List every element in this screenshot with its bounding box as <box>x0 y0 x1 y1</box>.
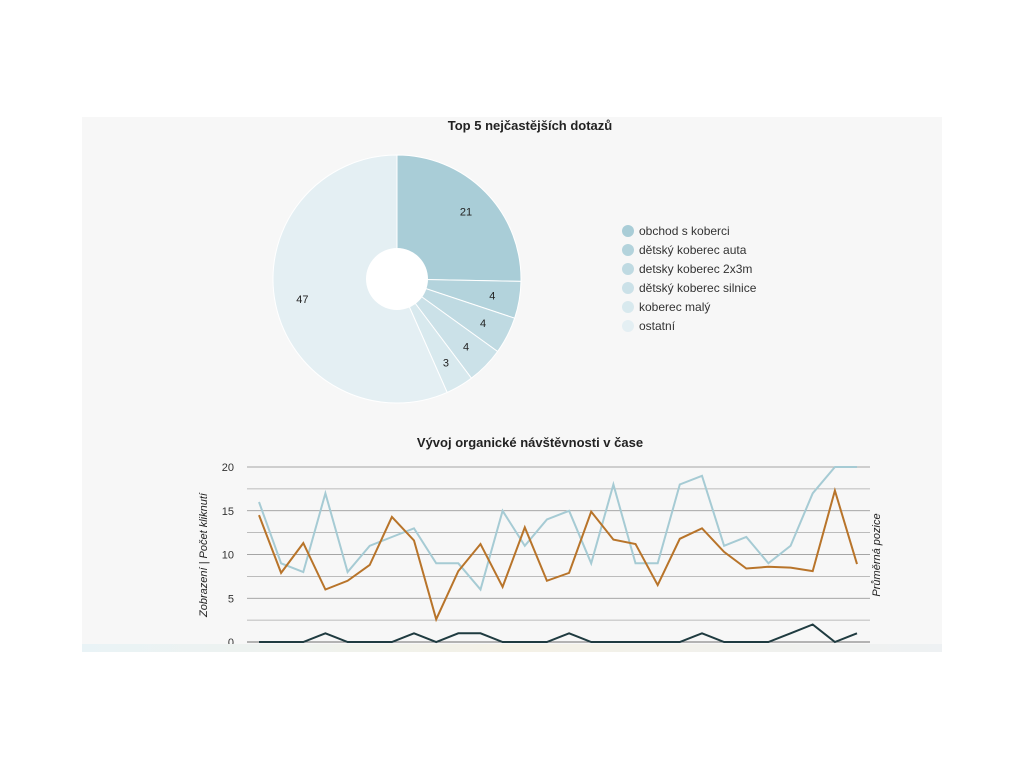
legend-swatch-4 <box>622 301 634 313</box>
line-chart-grid <box>247 466 870 643</box>
y-tick-label-3: 15 <box>222 506 234 518</box>
legend-swatch-1 <box>622 244 634 256</box>
legend-swatch-5 <box>622 320 634 332</box>
legend-swatch-0 <box>622 225 634 237</box>
line-series-1[interactable] <box>258 486 858 623</box>
legend-item-4[interactable]: koberec malý <box>639 300 710 314</box>
legend-item-2[interactable]: detsky koberec 2x3m <box>639 262 752 276</box>
secondary-y-axis-title: Průměrná pozice <box>871 513 883 596</box>
pie-slice-5[interactable] <box>272 154 448 404</box>
y-tick-label-2: 10 <box>222 550 234 562</box>
legend-item-0[interactable]: obchod s koberci <box>639 224 730 238</box>
pie-slice-label-5: 47 <box>296 294 308 306</box>
legend-swatch-3 <box>622 282 634 294</box>
line-chart-title: Vývoj organické návštěvnosti v čase <box>417 435 643 450</box>
pie-slice-label-3: 4 <box>463 342 469 354</box>
y-axis-title: Zobrazení | Počet kliknutí <box>198 492 210 618</box>
line-chart-series <box>258 466 858 644</box>
legend-item-1[interactable]: dětský koberec auta <box>639 243 747 257</box>
pie-slice-label-2: 4 <box>480 318 486 330</box>
pie-donut-hole <box>366 248 428 310</box>
legend-swatch-2 <box>622 263 634 275</box>
pie-chart-title: Top 5 nejčastějších dotazů <box>448 118 613 133</box>
legend-item-5[interactable]: ostatní <box>639 319 676 333</box>
pie-slice-label-1: 4 <box>489 290 495 302</box>
pie-legend: obchod s koberci dětský koberec auta detsk… <box>622 224 757 333</box>
line-series-0[interactable] <box>258 466 857 592</box>
pie-slice-label-0: 21 <box>460 206 472 218</box>
y-tick-label-0: 0 <box>228 637 234 649</box>
y-axis-ticks: 0 5 10 15 20 <box>222 462 234 649</box>
pie-slice-0[interactable] <box>396 154 522 282</box>
report-panel <box>82 117 942 647</box>
legend-item-3[interactable]: dětský koberec silnice <box>639 281 757 295</box>
y-tick-label-1: 5 <box>228 593 234 605</box>
pie-slice-label-4: 3 <box>443 357 449 369</box>
y-tick-label-4: 20 <box>222 462 234 474</box>
horizontal-scrollbar-track <box>82 644 942 652</box>
line-series-2[interactable] <box>259 623 858 644</box>
